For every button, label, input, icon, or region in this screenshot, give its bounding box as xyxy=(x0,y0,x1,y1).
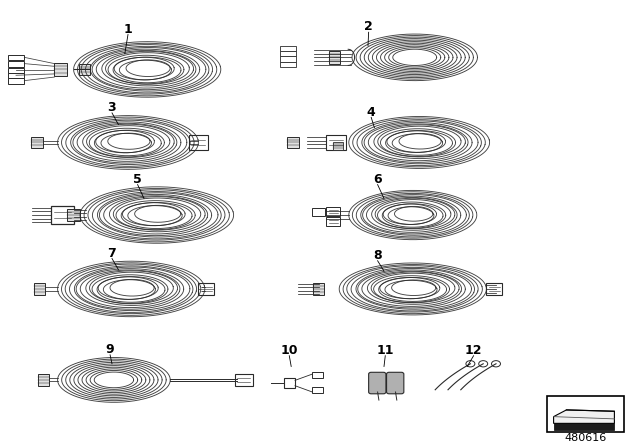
Bar xyxy=(189,134,208,151)
Bar xyxy=(280,56,296,62)
Bar xyxy=(8,73,24,78)
Text: 6: 6 xyxy=(373,172,382,186)
Text: 4: 4 xyxy=(367,105,376,119)
Bar xyxy=(31,137,43,148)
Bar xyxy=(312,372,323,378)
Bar xyxy=(486,283,502,295)
Bar xyxy=(547,396,624,432)
Text: 480616: 480616 xyxy=(564,433,607,443)
Bar xyxy=(284,378,295,388)
Bar xyxy=(51,206,74,224)
Text: 9: 9 xyxy=(106,343,115,356)
Bar xyxy=(280,51,296,56)
Bar xyxy=(326,217,340,226)
FancyBboxPatch shape xyxy=(369,372,386,394)
Bar xyxy=(235,374,253,386)
Bar xyxy=(287,137,299,148)
Bar xyxy=(198,283,214,295)
Text: 10: 10 xyxy=(280,344,298,357)
Bar xyxy=(8,55,24,60)
Polygon shape xyxy=(554,410,614,423)
Text: 11: 11 xyxy=(376,344,394,357)
Bar xyxy=(54,63,67,76)
Bar xyxy=(8,68,24,73)
Bar xyxy=(67,209,80,221)
Bar xyxy=(326,207,340,216)
Text: 5: 5 xyxy=(133,172,142,186)
Bar xyxy=(326,134,346,151)
Bar xyxy=(313,283,324,295)
Text: 1: 1 xyxy=(124,22,132,36)
Bar xyxy=(333,142,343,150)
FancyBboxPatch shape xyxy=(387,372,404,394)
Bar xyxy=(8,78,24,84)
Bar xyxy=(554,423,614,430)
Text: 2: 2 xyxy=(364,20,373,34)
Bar xyxy=(329,51,340,64)
Bar xyxy=(280,62,296,67)
Bar xyxy=(8,61,24,67)
Bar xyxy=(312,387,323,393)
Text: 7: 7 xyxy=(108,246,116,260)
Text: 8: 8 xyxy=(373,249,382,262)
Text: 3: 3 xyxy=(108,101,116,114)
Bar xyxy=(280,46,296,51)
Bar xyxy=(79,64,90,75)
Bar xyxy=(38,375,49,385)
Text: 12: 12 xyxy=(465,344,483,357)
Bar xyxy=(312,208,325,216)
Bar xyxy=(34,283,45,295)
